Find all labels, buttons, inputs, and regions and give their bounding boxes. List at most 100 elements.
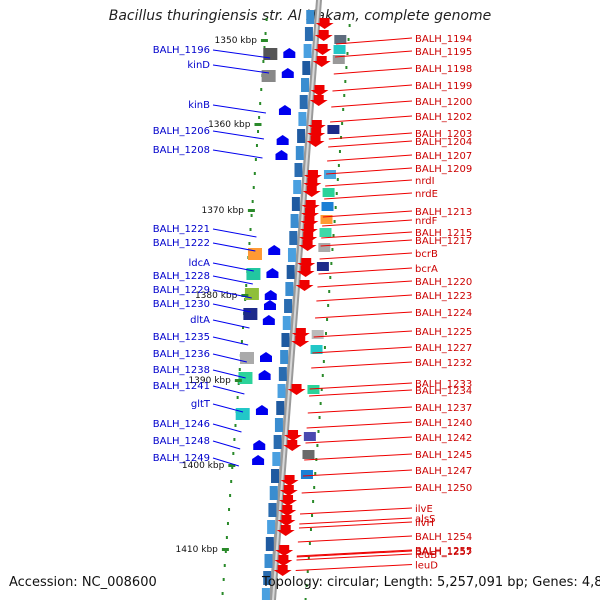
right-gene-label: BALH_1202 xyxy=(415,112,472,123)
tick-mark xyxy=(307,556,310,559)
tick-mark xyxy=(248,242,251,245)
tick-mark xyxy=(341,122,344,125)
right-gene-label: BALH_1198 xyxy=(415,64,472,75)
tick-mark xyxy=(232,452,235,455)
right-gene-label: BALH_1254 xyxy=(415,532,472,543)
tick-mark xyxy=(236,396,239,399)
tick-mark xyxy=(230,480,233,483)
left-gene-label: BALH_1228 xyxy=(153,271,210,282)
tick-mark xyxy=(254,158,257,161)
right-gene-label: alsS xyxy=(415,514,435,525)
right-leader-line xyxy=(305,436,413,444)
right-leader-line xyxy=(313,330,413,338)
gene-block xyxy=(289,231,298,245)
reverse-gene-arrow xyxy=(303,178,322,189)
tick-mark xyxy=(226,522,229,525)
tick-mark xyxy=(306,570,309,573)
accession-text: Accession: NC_008600 xyxy=(9,575,157,590)
right-leader-line xyxy=(295,564,413,571)
tick-mark xyxy=(321,374,324,377)
right-leader-line xyxy=(302,469,413,477)
tick-mark xyxy=(337,164,340,167)
left-leader-line xyxy=(212,319,250,329)
kbp-tick xyxy=(221,548,229,551)
gene-block xyxy=(285,282,294,296)
tick-mark xyxy=(245,284,248,287)
right-leader-line xyxy=(331,100,413,108)
left-gene-label: BALH_1248 xyxy=(153,436,210,447)
left-leader-line xyxy=(212,262,254,272)
tick-mark xyxy=(348,24,351,27)
right-leader-line xyxy=(325,179,413,187)
tick-mark xyxy=(346,52,349,55)
right-leader-line xyxy=(327,154,413,162)
tick-mark xyxy=(251,200,254,203)
forward-gene-arrow xyxy=(268,245,281,255)
tick-mark xyxy=(223,564,226,567)
reverse-gene-arrow xyxy=(303,170,322,181)
right-leader-line xyxy=(335,50,413,58)
right-gene-label: BALH_1224 xyxy=(415,308,472,319)
right-leader-line xyxy=(336,37,413,45)
tick-mark xyxy=(335,192,338,195)
right-gene-label: BALH_1207 xyxy=(415,151,472,162)
right-gene-label: BALH_1232 xyxy=(415,358,472,369)
tick-mark xyxy=(320,388,323,391)
forward-gene-arrow xyxy=(276,135,289,145)
gene-box xyxy=(240,352,255,364)
reverse-gene-arrow xyxy=(279,485,298,496)
gene-block xyxy=(284,299,293,313)
reverse-gene-arrow xyxy=(283,440,302,451)
reverse-gene-arrow xyxy=(302,186,321,197)
tick-mark xyxy=(260,88,263,91)
tick-mark xyxy=(240,340,243,343)
tick-mark xyxy=(252,186,255,189)
kbp-label: 1380 kbp xyxy=(195,291,238,301)
right-gene-label: bcrB xyxy=(415,249,438,260)
tick-mark xyxy=(334,206,337,209)
kbp-label: 1400 kbp xyxy=(182,461,225,471)
right-gene-label: BALH_1194 xyxy=(415,34,472,45)
tick-mark xyxy=(322,360,325,363)
reverse-gene-arrow xyxy=(301,208,320,219)
right-gene-label: nrdE xyxy=(415,189,438,200)
tick-mark xyxy=(330,262,333,265)
right-leader-line xyxy=(296,553,413,561)
tick-mark xyxy=(327,304,330,307)
tick-mark xyxy=(228,508,231,511)
forward-gene-arrow xyxy=(283,48,296,58)
reverse-gene-arrow xyxy=(273,565,292,576)
gene-box xyxy=(318,243,331,252)
tick-mark xyxy=(323,346,326,349)
tick-mark xyxy=(222,578,225,581)
right-gene-label: ilvE xyxy=(415,504,433,515)
left-gene-labels: BALH_1196 kinD kinB BALH_1206 BALH_1208 BALH_… xyxy=(153,45,271,467)
right-leader-line xyxy=(320,239,413,247)
left-leader-line xyxy=(212,149,263,159)
gene-block xyxy=(271,469,280,483)
left-leader-line xyxy=(212,242,256,252)
gene-box xyxy=(311,330,324,339)
left-gene-label: BALH_1208 xyxy=(153,145,210,156)
tick-mark xyxy=(233,438,236,441)
gene-box xyxy=(246,268,261,280)
reverse-gene-arrow xyxy=(306,136,325,147)
reverse-gene-arrow xyxy=(314,30,333,41)
gene-block xyxy=(268,503,277,517)
kbp-tick xyxy=(234,379,242,382)
right-gene-label: leuB xyxy=(415,550,437,561)
forward-gene-arrow xyxy=(266,268,279,278)
right-gene-label: BALH_1250 xyxy=(415,483,472,494)
forward-gene-arrow xyxy=(263,300,276,310)
right-gene-label: BALH_1215 xyxy=(415,228,472,239)
reverse-gene-arrow xyxy=(274,555,293,566)
right-leader-line xyxy=(306,421,413,429)
gene-box xyxy=(323,170,336,179)
gene-box xyxy=(322,188,335,197)
reverse-gene-arrow xyxy=(291,336,310,347)
right-leader-line xyxy=(307,406,413,414)
tick-mark xyxy=(255,144,258,147)
right-gene-label: BALH_1233 xyxy=(415,379,472,390)
tick-mark xyxy=(264,32,267,35)
